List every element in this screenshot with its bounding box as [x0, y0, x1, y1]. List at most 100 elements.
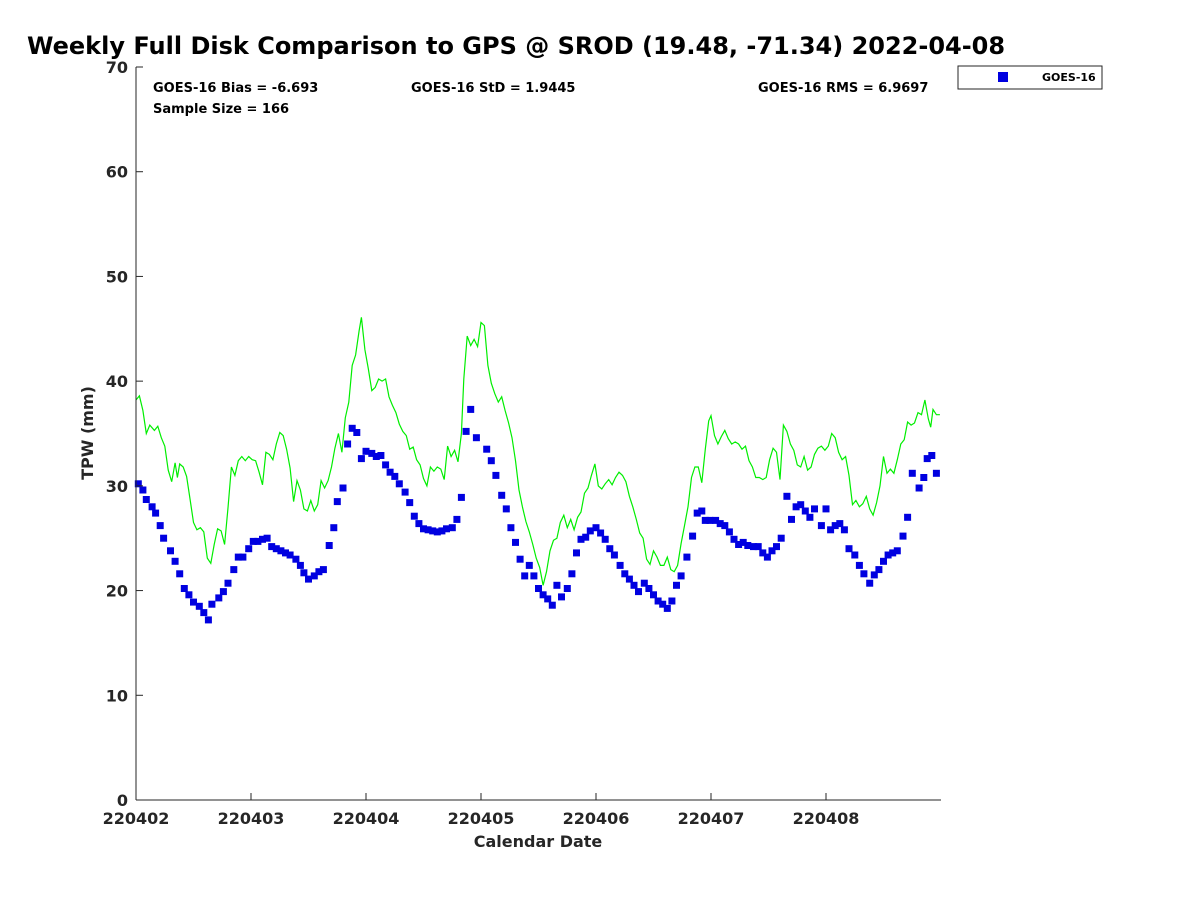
goes16-point [754, 543, 762, 551]
goes16-point [553, 581, 561, 589]
goes16-point [759, 549, 767, 557]
goes16-point [401, 488, 409, 496]
goes16-point [763, 553, 771, 561]
goes16-point [348, 424, 356, 432]
goes16-point [573, 549, 580, 557]
goes16-point [512, 538, 519, 546]
goes16-series [134, 405, 940, 624]
goes16-point [750, 543, 757, 551]
goes16-point [730, 535, 738, 543]
goes16-point [866, 579, 874, 587]
goes16-point [822, 505, 830, 513]
goes16-point [142, 496, 150, 503]
goes16-point [467, 405, 475, 413]
goes16-point [920, 474, 928, 481]
goes16-point [424, 526, 432, 534]
goes16-point [668, 597, 676, 605]
chart-title: Weekly Full Disk Comparison to GPS @ SRO… [27, 32, 1005, 60]
goes16-point [712, 516, 720, 524]
x-tick-label: 220404 [333, 809, 400, 828]
goes16-point [840, 526, 848, 534]
goes16-point [544, 595, 552, 603]
goes16-point [744, 542, 752, 549]
goes16-point [915, 484, 923, 492]
goes16-point [768, 547, 776, 555]
goes16-point [410, 512, 418, 520]
goes16-point [483, 445, 491, 453]
goes16-point [386, 468, 394, 476]
y-tick-label: 30 [106, 477, 128, 496]
goes16-point [735, 541, 743, 548]
goes16-point [277, 547, 285, 555]
goes16-point [568, 570, 576, 578]
goes16-point [148, 503, 156, 511]
goes16-point [792, 503, 800, 511]
std-stat: GOES-16 StD = 1.9445 [411, 81, 575, 96]
goes16-point [268, 543, 276, 551]
goes16-point [521, 572, 529, 580]
sample-size-stat: Sample Size = 166 [153, 102, 289, 117]
goes16-point [582, 533, 590, 541]
goes16-point [777, 534, 785, 542]
goes16-point [563, 585, 571, 592]
goes16-point [319, 566, 327, 574]
goes16-point [368, 449, 376, 457]
goes16-point [160, 534, 168, 542]
gps-line [135, 317, 940, 586]
goes16-point [230, 566, 238, 574]
y-tick-label: 70 [106, 58, 128, 77]
goes16-point [908, 469, 916, 477]
goes16-point [693, 509, 701, 517]
goes16-point [811, 505, 818, 513]
goes16-point [721, 522, 729, 530]
goes16-point [525, 561, 533, 569]
legend-marker-goes16 [998, 72, 1008, 82]
goes16-point [592, 524, 600, 532]
goes16-point [310, 572, 318, 580]
goes16-point [616, 561, 624, 569]
goes16-point [836, 520, 844, 528]
goes16-point [420, 525, 427, 533]
goes16-point [610, 551, 618, 559]
goes16-point [831, 522, 839, 530]
goes16-point [577, 535, 585, 543]
goes16-point [292, 555, 300, 563]
goes16-point [701, 516, 709, 524]
goes16-point [923, 455, 931, 463]
goes16-point [325, 542, 333, 549]
goes16-point [249, 537, 257, 545]
goes16-point [185, 591, 193, 599]
goes16-point [904, 513, 912, 521]
goes16-point [635, 588, 642, 596]
goes16-point [659, 600, 667, 608]
goes16-point [706, 516, 714, 524]
goes16-point [282, 549, 289, 557]
goes16-point [357, 455, 365, 463]
goes16-point [429, 527, 437, 535]
goes16-point [597, 529, 605, 537]
goes16-point [344, 440, 352, 448]
y-axis-label: TPW (mm) [78, 386, 97, 480]
goes16-point [339, 484, 347, 492]
goes16-point [457, 493, 465, 501]
goes16-point [204, 616, 212, 624]
goes16-point [167, 547, 174, 555]
goes16-point [362, 447, 370, 455]
x-tick-label: 220408 [793, 809, 860, 828]
goes16-point [180, 585, 188, 592]
goes16-point [889, 549, 897, 557]
legend: GOES-16 [957, 65, 1103, 90]
goes16-point [372, 453, 380, 460]
goes16-point [606, 545, 614, 553]
goes16-point [219, 588, 227, 596]
y-tick-label: 20 [106, 582, 128, 601]
goes16-point [333, 498, 341, 506]
goes16-point [739, 538, 747, 546]
goes16-point [683, 553, 691, 561]
goes16-point [558, 593, 565, 601]
goes16-point [498, 491, 506, 499]
goes16-point [300, 569, 308, 577]
y-tick-label: 0 [117, 791, 128, 810]
goes16-point [224, 579, 232, 587]
goes16-point [315, 568, 323, 576]
